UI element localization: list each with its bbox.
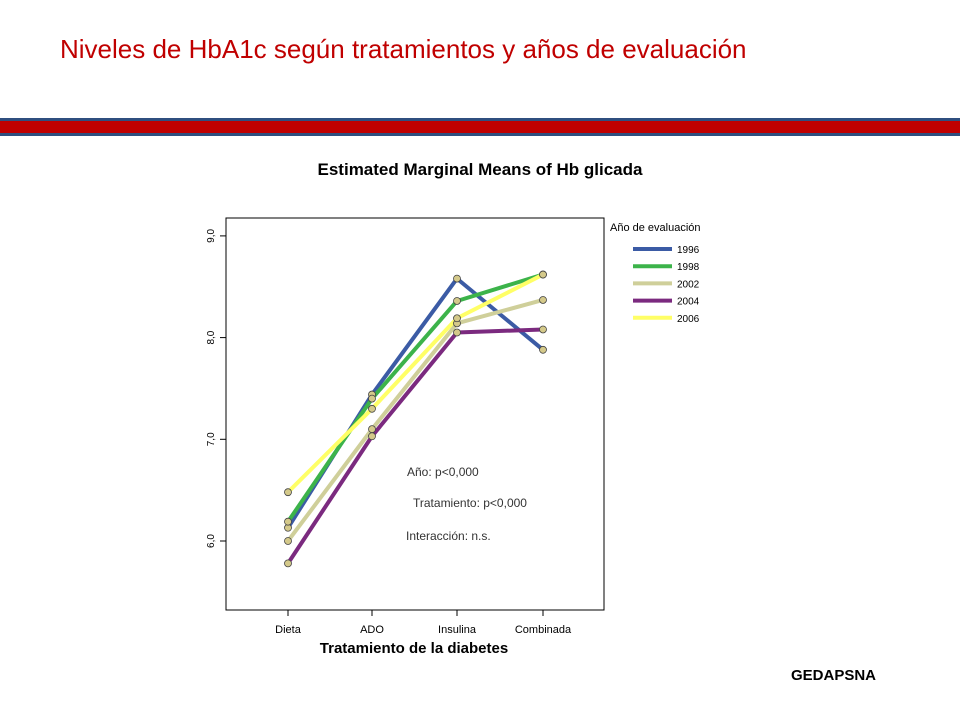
legend-label-1996: 1996 [677, 245, 700, 256]
x-tick-label: Combinada [515, 624, 572, 636]
data-point-1998 [368, 394, 376, 403]
data-point-1996 [453, 274, 461, 283]
title-divider-bar [0, 118, 960, 136]
data-point-2004 [539, 325, 547, 334]
legend-label-2002: 2002 [677, 279, 700, 290]
x-tick-label: Dieta [275, 624, 302, 636]
series-line-2006 [286, 272, 544, 494]
data-point-1998 [284, 517, 292, 526]
legend-label-1998: 1998 [677, 262, 700, 273]
y-tick-label: 7,0 [206, 432, 217, 446]
slide-title: Niveles de HbA1c según tratamientos y añ… [60, 34, 747, 64]
legend-label-2006: 2006 [677, 314, 700, 325]
data-point-2002 [284, 537, 292, 545]
data-point-2006 [284, 488, 292, 497]
legend-title: Año de evaluación [610, 222, 701, 234]
data-point-2004 [284, 559, 292, 568]
footer-label: GEDAPSNA [790, 667, 876, 684]
y-tick-label: 9,0 [206, 229, 217, 243]
legend-label-2004: 2004 [677, 297, 700, 308]
x-tick-label: ADO [360, 624, 384, 636]
x-tick-label: Insulina [438, 624, 477, 636]
data-point-2006 [453, 314, 461, 323]
annotation-interaction: Interacción: n.s. [406, 529, 491, 543]
data-point-1996 [539, 345, 547, 354]
data-point-1998 [453, 297, 461, 305]
series-line-2004 [286, 327, 544, 565]
data-point-2006 [539, 270, 547, 279]
data-point-2004 [453, 328, 461, 337]
y-tick-label: 8,0 [206, 330, 217, 344]
data-point-2006 [368, 404, 376, 413]
series-line-2002 [286, 298, 544, 543]
series-line-1998 [286, 272, 544, 523]
annotation-treatment: Tratamiento: p<0,000 [413, 496, 527, 510]
x-axis-label: Tratamiento de la diabetes [319, 640, 509, 657]
plot-frame [225, 217, 605, 611]
data-point-2004 [368, 432, 376, 441]
data-point-2002 [539, 296, 547, 304]
annotation-year: Año: p<0,000 [407, 465, 479, 479]
y-tick-label: 6,0 [206, 534, 217, 548]
chart-title: Estimated Marginal Means of Hb glicada [317, 160, 643, 179]
data-point-2002 [368, 425, 376, 434]
